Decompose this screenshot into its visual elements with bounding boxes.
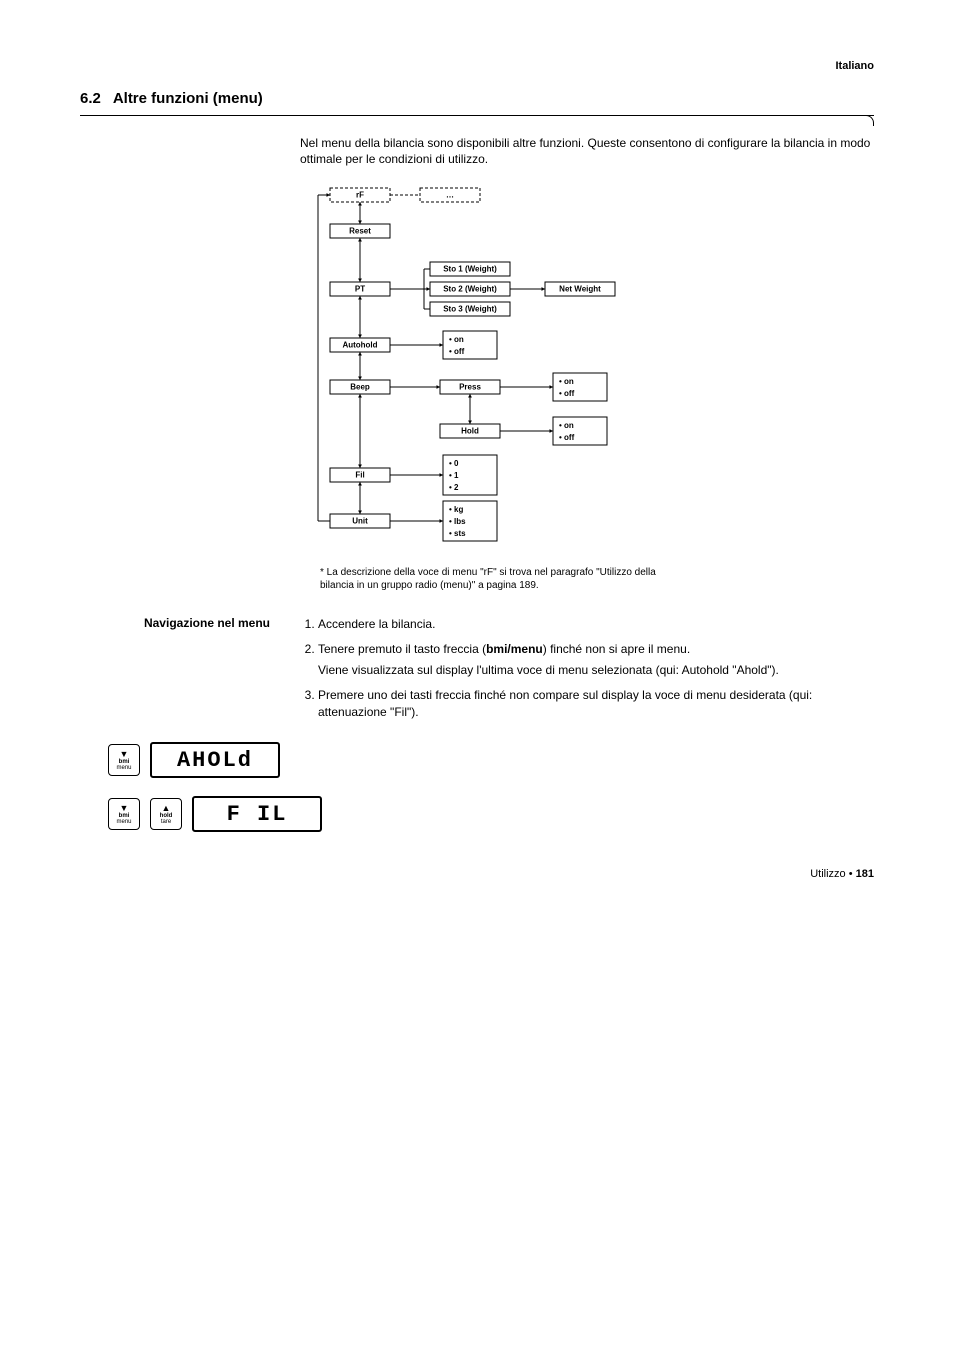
footer-sep: • (846, 868, 856, 880)
svg-text:Sto 3 (Weight): Sto 3 (Weight) (443, 305, 497, 314)
nav-step-after: Viene visualizzata sul display l'ultima … (318, 662, 874, 679)
svg-text:Autohold: Autohold (342, 341, 377, 350)
svg-text:• off: • off (559, 433, 575, 442)
arrow-key-button: ▼bmimenu (108, 798, 140, 830)
svg-text:Sto 1 (Weight): Sto 1 (Weight) (443, 265, 497, 274)
title-rule (80, 111, 874, 123)
nav-step: Tenere premuto il tasto freccia (bmi/men… (318, 641, 874, 679)
svg-text:Net Weight: Net Weight (559, 285, 601, 294)
intro-paragraph: Nel menu della bilancia sono disponibili… (300, 135, 874, 167)
menu-flowchart: rF … Reset PT Sto 1 (Weight) Sto 2 (Weight) St… (300, 185, 874, 558)
svg-text:Fil: Fil (355, 471, 364, 480)
svg-text:• kg: • kg (449, 505, 463, 514)
arrow-key-button: ▼bmimenu (108, 744, 140, 776)
svg-text:• on: • on (449, 335, 464, 344)
svg-text:rF: rF (356, 191, 364, 200)
page-footer: Utilizzo • 181 (80, 868, 874, 880)
svg-text:• off: • off (559, 389, 575, 398)
nav-body: Accendere la bilancia. Tenere premuto il … (300, 616, 874, 728)
svg-text:• sts: • sts (449, 529, 466, 538)
svg-text:• off: • off (449, 347, 465, 356)
lcd-display: F IL (192, 796, 322, 832)
svg-text:• 2: • 2 (449, 483, 459, 492)
footer-page: 181 (856, 868, 874, 880)
section-title-text: Altre funzioni (menu) (113, 90, 263, 107)
nav-step: Premere uno dei tasti freccia finché non… (318, 687, 874, 721)
svg-text:Press: Press (459, 383, 481, 392)
svg-text:• 1: • 1 (449, 471, 459, 480)
language-label: Italiano (80, 60, 874, 72)
section-number: 6.2 (80, 90, 101, 107)
svg-text:• on: • on (559, 377, 574, 386)
svg-text:…: … (446, 191, 454, 200)
svg-text:Reset: Reset (349, 227, 371, 236)
svg-text:Unit: Unit (352, 517, 368, 526)
footer-section: Utilizzo (810, 868, 845, 880)
svg-text:• on: • on (559, 421, 574, 430)
svg-text:Hold: Hold (461, 427, 479, 436)
lcd-display: AHOLd (150, 742, 280, 778)
svg-text:Beep: Beep (350, 383, 370, 392)
svg-text:PT: PT (355, 285, 365, 294)
section-title: 6.2 Altre funzioni (menu) (80, 90, 874, 107)
nav-heading: Navigazione nel menu (80, 616, 300, 728)
key-display-row: ▼bmimenu ▲holdtare F IL (108, 796, 874, 832)
svg-text:• 0: • 0 (449, 459, 459, 468)
svg-text:Sto 2 (Weight): Sto 2 (Weight) (443, 285, 497, 294)
key-display-row: ▼bmimenu AHOLd (108, 742, 874, 778)
arrow-key-button: ▲holdtare (150, 798, 182, 830)
footnote: * La descrizione della voce di menu "rF"… (320, 566, 660, 592)
svg-text:• lbs: • lbs (449, 517, 466, 526)
nav-step: Accendere la bilancia. (318, 616, 874, 633)
nav-row: Navigazione nel menu Accendere la bilanc… (80, 616, 874, 728)
